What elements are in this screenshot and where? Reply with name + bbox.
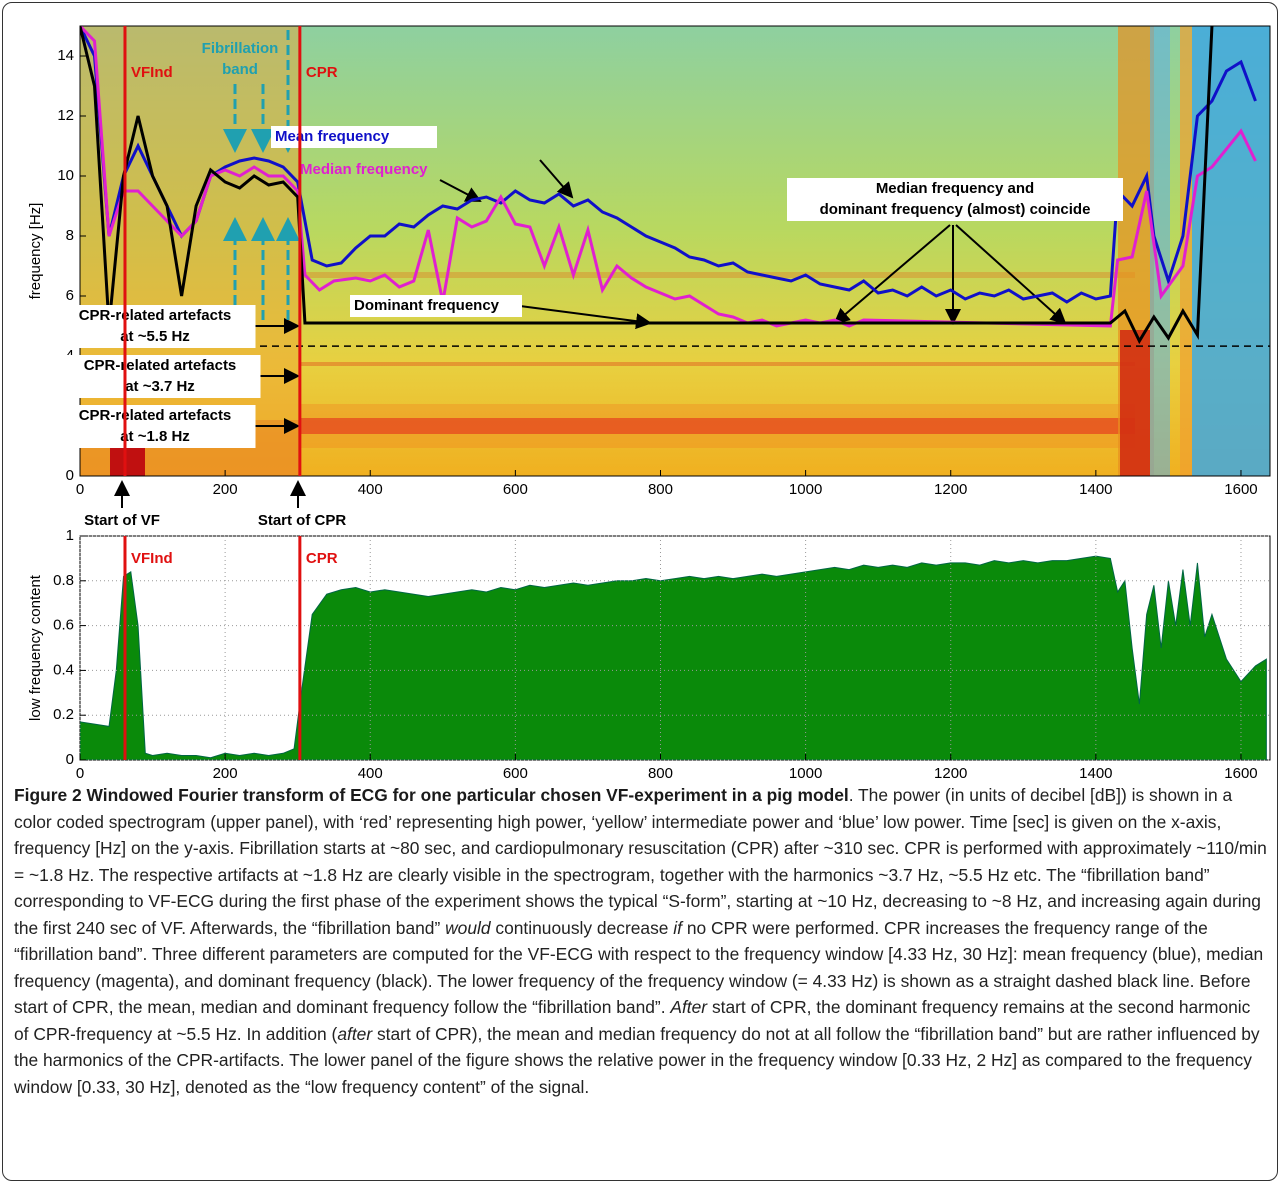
caption-text: continuously decrease [490, 917, 674, 938]
caption-text: start of CPR, the dominant frequency rem… [14, 997, 1251, 1044]
plot-frame [79, 25, 1271, 477]
y-tick-label: 0 [66, 467, 74, 484]
y-tick-label: 8 [66, 227, 74, 244]
x-tick-label: 800 [648, 481, 673, 498]
x-tick-label: 1200 [934, 765, 967, 780]
x-tick-label: 400 [358, 765, 383, 780]
y-tick-label: 0 [66, 751, 74, 768]
x-tick-label: 400 [358, 481, 383, 498]
y-tick-label: 12 [57, 107, 74, 124]
plot-area [80, 26, 1270, 347]
y-tick-label: 0.2 [53, 706, 74, 723]
event-label: VFInd [131, 64, 173, 81]
fibrillation-band-arrows [223, 30, 300, 320]
annotation: at ~3.7 Hz [125, 378, 195, 395]
x-tick-label: 0 [76, 481, 84, 498]
caption-text: . The power (in units of decibel [dB]) i… [14, 785, 1267, 938]
x-tick-label: 1200 [934, 481, 967, 498]
annotation: band [222, 61, 258, 78]
event-label: CPR [306, 550, 338, 567]
y-tick-label: 6 [66, 287, 74, 304]
event-label: VFInd [131, 550, 173, 567]
annotation-box [54, 305, 256, 348]
x-tick-label: 1000 [789, 765, 822, 780]
annotation: at ~5.5 Hz [120, 328, 190, 345]
x-tick-label: 0 [76, 765, 84, 780]
plot-area [80, 555, 1267, 760]
annotation-arrows [114, 159, 1067, 508]
label-box [350, 295, 522, 317]
annotation-box [59, 355, 261, 398]
series-line [80, 26, 1214, 345]
x-tick-label: 600 [503, 481, 528, 498]
annotation: dominant frequency (almost) coincide [820, 201, 1091, 218]
annotation: CPR-related artefacts [79, 307, 232, 324]
annotation: Start of CPR [258, 512, 347, 529]
annotation: Fibrillation [202, 40, 279, 57]
annotation: Median frequency and [876, 180, 1034, 197]
caption-label: Figure 2 Windowed Fourier transform of E… [14, 785, 849, 805]
spectrogram-background [80, 26, 1270, 476]
caption-emphasis: would [445, 917, 491, 938]
y-tick-label: 14 [57, 47, 74, 64]
annotation-box [54, 405, 256, 448]
x-tick-label: 1400 [1079, 481, 1112, 498]
caption-text: no CPR were performed. CPR increases the… [14, 917, 1264, 1018]
label-box [271, 126, 437, 148]
y-tick-label: 10 [57, 167, 74, 184]
series-label: Dominant frequency [354, 297, 500, 314]
y-tick-label: 1 [66, 527, 74, 544]
x-tick-label: 800 [648, 765, 673, 780]
figure-caption: Figure 2 Windowed Fourier transform of E… [14, 782, 1269, 1100]
annotation: at ~1.8 Hz [120, 428, 190, 445]
annotation: CPR-related artefacts [84, 357, 237, 374]
caption-emphasis: After [670, 997, 708, 1017]
x-tick-label: 1400 [1079, 765, 1112, 780]
caption-text: start of CPR), the mean and median frequ… [14, 1023, 1260, 1097]
series-label: Mean frequency [275, 128, 390, 145]
annotation: Start of VF [84, 512, 160, 529]
area [80, 555, 1267, 760]
series-line [80, 26, 1257, 304]
annotation: CPR-related artefacts [79, 407, 232, 424]
caption-emphasis: after [337, 1023, 373, 1044]
x-tick-label: 1600 [1224, 765, 1257, 780]
annotation-box [787, 178, 1123, 221]
caption-emphasis: if [673, 917, 682, 938]
x-tick-label: 600 [503, 765, 528, 780]
y-tick-label: 0.8 [53, 572, 74, 589]
x-tick-label: 200 [213, 481, 238, 498]
y-axis-label: low frequency content [27, 574, 44, 721]
x-tick-label: 200 [213, 765, 238, 780]
x-tick-label: 1000 [789, 481, 822, 498]
figure: 0200400600800100012001400160002468101214… [27, 25, 1271, 780]
y-tick-label: 0.6 [53, 617, 74, 634]
x-tick-label: 1600 [1224, 481, 1257, 498]
y-tick-label: 0.4 [53, 661, 74, 678]
series-label: Median frequency [300, 161, 428, 178]
y-axis-label: frequency [Hz] [27, 203, 44, 300]
event-label: CPR [306, 64, 338, 81]
